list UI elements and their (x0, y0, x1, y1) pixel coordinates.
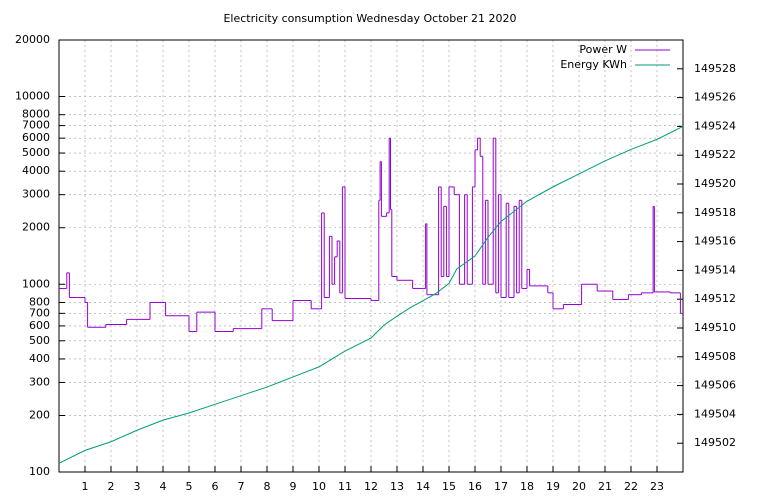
x-tick-label: 22 (624, 480, 638, 493)
y2-tick-label: 149502 (694, 436, 736, 449)
x-tick-label: 3 (134, 480, 141, 493)
legend-label: Energy KWh (560, 58, 627, 71)
x-tick-label: 8 (264, 480, 271, 493)
y2-tick-label: 149526 (694, 91, 736, 104)
x-tick-label: 18 (520, 480, 534, 493)
x-tick-label: 13 (390, 480, 404, 493)
y2-tick-label: 149528 (694, 62, 736, 75)
y2-tick-label: 149520 (694, 177, 736, 190)
y-tick-label: 3000 (22, 188, 50, 201)
x-tick-label: 21 (598, 480, 612, 493)
x-tick-label: 11 (338, 480, 352, 493)
y2-tick-label: 149504 (694, 407, 736, 420)
x-tick-label: 7 (238, 480, 245, 493)
y-tick-label: 400 (29, 352, 50, 365)
y2-tick-label: 149518 (694, 206, 736, 219)
y2-tick-label: 149508 (694, 350, 736, 363)
x-tick-label: 16 (468, 480, 482, 493)
y2-tick-label: 149524 (694, 119, 736, 132)
chart-title: Electricity consumption Wednesday Octobe… (223, 12, 516, 25)
x-tick-label: 14 (416, 480, 430, 493)
y-tick-label: 600 (29, 319, 50, 332)
x-tick-label: 6 (212, 480, 219, 493)
y2-tick-label: 149514 (694, 263, 736, 276)
y-tick-label: 6000 (22, 131, 50, 144)
plot-border (58, 39, 684, 473)
y-tick-label: 500 (29, 334, 50, 347)
x-tick-label: 23 (650, 480, 664, 493)
x-tick-label: 20 (572, 480, 586, 493)
y-tick-label: 300 (29, 375, 50, 388)
x-tick-label: 12 (364, 480, 378, 493)
x-tick-label: 4 (160, 480, 167, 493)
y-tick-label: 8000 (22, 108, 50, 121)
x-tick-label: 15 (442, 480, 456, 493)
x-tick-label: 5 (186, 480, 193, 493)
x-tick-label: 19 (546, 480, 560, 493)
y-tick-label: 7000 (22, 119, 50, 132)
y-tick-label: 4000 (22, 164, 50, 177)
y2-tick-label: 149510 (694, 321, 736, 334)
y-tick-label: 1000 (22, 277, 50, 290)
y-tick-label: 100 (29, 465, 50, 478)
energy-line (58, 125, 684, 464)
x-tick-label: 2 (108, 480, 115, 493)
y2-tick-label: 149522 (694, 148, 736, 161)
y2-tick-label: 149516 (694, 235, 736, 248)
y-tick-label: 10000 (15, 90, 50, 103)
y-tick-label: 20000 (15, 33, 50, 46)
y-tick-label: 2000 (22, 221, 50, 234)
x-tick-label: 10 (312, 480, 326, 493)
y-tick-label: 200 (29, 408, 50, 421)
y-tick-label: 800 (29, 295, 50, 308)
y2-tick-label: 149506 (694, 379, 736, 392)
y-tick-label: 700 (29, 306, 50, 319)
x-tick-label: 9 (290, 480, 297, 493)
x-tick-label: 17 (494, 480, 508, 493)
x-tick-label: 1 (82, 480, 89, 493)
y2-tick-label: 149512 (694, 292, 736, 305)
legend-label: Power W (579, 43, 627, 56)
y-tick-label: 5000 (22, 146, 50, 159)
